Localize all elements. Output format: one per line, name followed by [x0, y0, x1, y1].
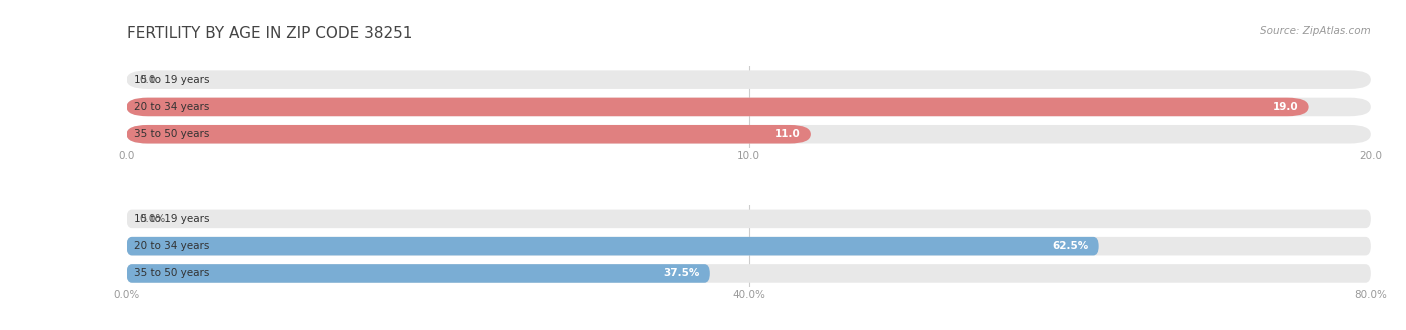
- FancyBboxPatch shape: [127, 237, 1098, 255]
- Text: 37.5%: 37.5%: [664, 268, 700, 279]
- Text: 0.0%: 0.0%: [139, 214, 166, 224]
- Text: 0.0: 0.0: [139, 75, 155, 85]
- Text: 20 to 34 years: 20 to 34 years: [134, 241, 209, 251]
- Text: 35 to 50 years: 35 to 50 years: [134, 268, 209, 279]
- Text: 19.0: 19.0: [1272, 102, 1299, 112]
- Text: Source: ZipAtlas.com: Source: ZipAtlas.com: [1260, 26, 1371, 36]
- FancyBboxPatch shape: [127, 264, 710, 283]
- Text: 11.0: 11.0: [775, 129, 801, 139]
- FancyBboxPatch shape: [127, 125, 1371, 144]
- FancyBboxPatch shape: [127, 98, 1371, 116]
- Text: 20 to 34 years: 20 to 34 years: [134, 102, 209, 112]
- Text: 35 to 50 years: 35 to 50 years: [134, 129, 209, 139]
- Text: 15 to 19 years: 15 to 19 years: [134, 75, 209, 85]
- FancyBboxPatch shape: [127, 210, 1371, 228]
- Text: FERTILITY BY AGE IN ZIP CODE 38251: FERTILITY BY AGE IN ZIP CODE 38251: [127, 26, 412, 41]
- FancyBboxPatch shape: [127, 98, 1309, 116]
- Text: 15 to 19 years: 15 to 19 years: [134, 214, 209, 224]
- FancyBboxPatch shape: [127, 237, 1371, 255]
- FancyBboxPatch shape: [127, 70, 1371, 89]
- FancyBboxPatch shape: [127, 125, 811, 144]
- Text: 62.5%: 62.5%: [1053, 241, 1088, 251]
- FancyBboxPatch shape: [127, 264, 1371, 283]
